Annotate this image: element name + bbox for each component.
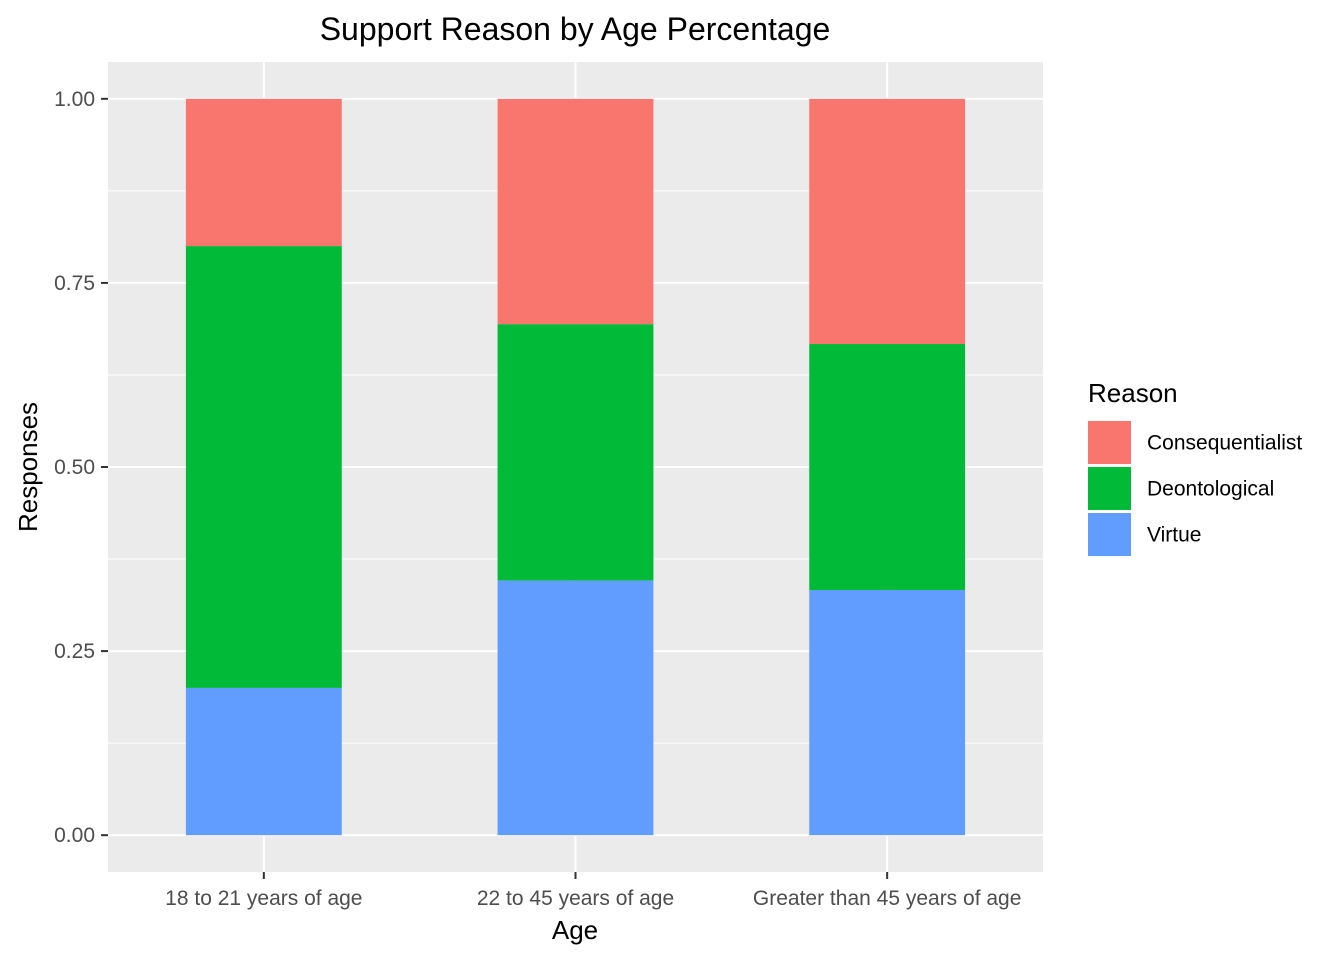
y-axis-title: Responses xyxy=(13,402,43,532)
legend-label-virtue: Virtue xyxy=(1147,524,1201,547)
bar-deontological-3 xyxy=(809,344,966,590)
y-tick-label: 0.75 xyxy=(54,272,95,295)
y-tick-label: 0.50 xyxy=(54,456,95,479)
x-tick-label: 18 to 21 years of age xyxy=(165,887,362,910)
y-axis: 0.00 0.25 0.50 0.75 1.00 xyxy=(54,88,108,847)
x-tick-label: 22 to 45 years of age xyxy=(477,887,674,910)
bars xyxy=(185,98,966,836)
bar-virtue-2 xyxy=(497,580,654,836)
legend-label-consequentialist: Consequentialist xyxy=(1147,432,1302,455)
bar-consequentialist-3 xyxy=(809,98,966,345)
y-tick-label: 0.00 xyxy=(54,824,95,847)
x-axis-title: Age xyxy=(552,915,598,945)
legend-label-deontological: Deontological xyxy=(1147,478,1274,501)
bar-virtue-3 xyxy=(809,589,966,836)
legend: Reason Consequentialist Deontological Virt… xyxy=(1088,378,1302,556)
bar-virtue-1 xyxy=(185,687,342,836)
bar-consequentialist-1 xyxy=(185,98,342,247)
x-axis: 18 to 21 years of age 22 to 45 years of a… xyxy=(165,872,1021,910)
chart-title: Support Reason by Age Percentage xyxy=(320,11,831,47)
x-tick-label: Greater than 45 years of age xyxy=(753,887,1022,910)
legend-key-consequentialist xyxy=(1088,421,1131,464)
bar-deontological-1 xyxy=(185,246,342,688)
bar-consequentialist-2 xyxy=(497,98,654,325)
legend-key-deontological xyxy=(1088,467,1131,510)
y-tick-label: 0.25 xyxy=(54,640,95,663)
legend-key-virtue xyxy=(1088,513,1131,556)
y-tick-label: 1.00 xyxy=(54,88,95,111)
bar-deontological-2 xyxy=(497,324,654,581)
legend-title: Reason xyxy=(1088,378,1178,408)
